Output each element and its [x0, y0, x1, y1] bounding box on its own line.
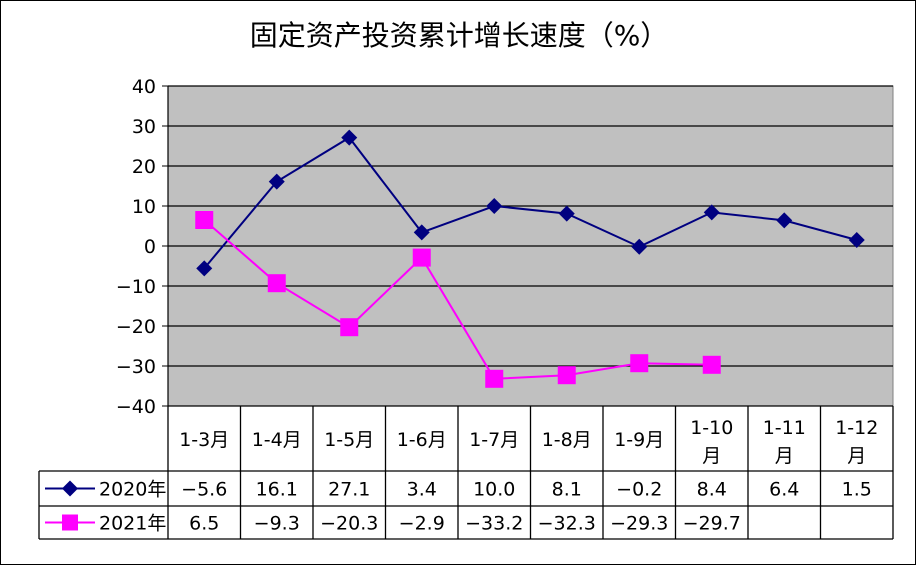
- x-category-label: 1-12: [835, 417, 878, 439]
- plot-area: 40 30 20 10 0 −10 −20 −30 −40: [116, 76, 894, 418]
- series-line-0: [203, 136, 858, 270]
- x-category-label: 1-9月: [614, 429, 664, 451]
- x-category-label: 月: [775, 445, 794, 467]
- y-tick-label: 10: [132, 196, 156, 218]
- data-table: 1-3月 1-4月 1-5月 1-6月 1-7月 1-8月 1-9月 1-10 月 1-11 月 1-…: [38, 405, 894, 540]
- series-point-square: [702, 355, 721, 374]
- series-point-square: [340, 318, 359, 337]
- data-label: 27.1: [328, 479, 370, 501]
- series-point-diamond: [268, 173, 285, 190]
- y-tick-label: −40: [116, 396, 156, 418]
- series-point-square: [557, 366, 576, 385]
- series-point-square: [485, 369, 504, 388]
- x-category-label: 月: [702, 445, 721, 467]
- series-point-diamond: [631, 238, 648, 255]
- series-point-diamond: [486, 198, 503, 214]
- x-category-label: 1-5月: [324, 429, 374, 451]
- data-label: −32.3: [538, 513, 596, 535]
- data-label: 10.0: [473, 479, 515, 501]
- data-label: −20.3: [320, 513, 378, 535]
- series-point-square: [195, 211, 214, 229]
- y-tick-label: 40: [132, 76, 156, 98]
- data-label: 1.5: [842, 479, 872, 501]
- data-label: 6.5: [189, 513, 219, 535]
- series-point-diamond: [341, 129, 358, 146]
- series-point-diamond: [558, 205, 575, 222]
- x-category-label: 月: [847, 445, 866, 467]
- x-category-label: 1-7月: [469, 429, 519, 451]
- series-line-1: [203, 219, 712, 380]
- data-label: 3.4: [407, 479, 437, 501]
- series-point-square: [267, 274, 286, 293]
- series-point-diamond: [413, 224, 430, 241]
- data-label: 8.1: [552, 479, 582, 501]
- data-label: −0.2: [616, 479, 662, 501]
- y-tick-label: 20: [132, 156, 156, 178]
- series-point-diamond: [848, 232, 865, 248]
- series-point-square: [412, 248, 431, 267]
- data-label: −29.3: [610, 513, 668, 535]
- y-tick-label: −20: [116, 316, 156, 338]
- x-category-label: 1-4月: [252, 429, 302, 451]
- data-label: −33.2: [465, 513, 523, 535]
- y-tick-label: 30: [132, 116, 156, 138]
- series-point-diamond: [703, 204, 720, 221]
- x-category-label: 1-10: [690, 417, 733, 439]
- data-label: −29.7: [683, 513, 741, 535]
- series-point-diamond: [196, 260, 213, 277]
- series-point-square: [630, 354, 649, 373]
- y-tick-label: 0: [144, 236, 156, 258]
- data-label: 16.1: [256, 479, 298, 501]
- data-label: −5.6: [181, 479, 227, 501]
- data-label: −2.9: [399, 513, 445, 535]
- x-category-label: 1-11: [763, 417, 806, 439]
- legend-key-marker: [62, 514, 78, 531]
- data-label: 8.4: [697, 479, 727, 501]
- data-label: −9.3: [254, 513, 300, 535]
- x-category-label: 1-8月: [542, 429, 592, 451]
- legend-series-name: 2021年: [99, 513, 166, 535]
- series-point-diamond: [776, 212, 793, 229]
- legend-series-name: 2020年: [99, 479, 166, 501]
- legend-key-marker: [62, 480, 78, 497]
- data-label: 6.4: [769, 479, 799, 501]
- x-category-label: 1-6月: [397, 429, 447, 451]
- chart-title: 固定资产投资累计增长速度（%）: [250, 19, 669, 52]
- x-category-label: 1-3月: [179, 429, 229, 451]
- y-tick-label: −10: [116, 276, 156, 298]
- y-tick-label: −30: [116, 356, 156, 378]
